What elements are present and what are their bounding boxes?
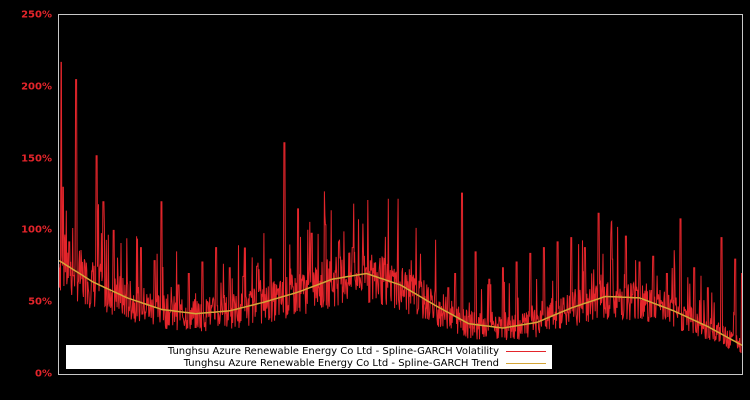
y-tick-label: 250% bbox=[21, 9, 52, 21]
legend-item-volatility: Tunghsu Azure Renewable Energy Co Ltd - … bbox=[168, 345, 546, 357]
y-tick-label: 150% bbox=[21, 153, 52, 165]
trend-line bbox=[58, 259, 743, 346]
plot-frame bbox=[58, 14, 743, 375]
y-tick-label: 100% bbox=[21, 224, 52, 236]
chart-legend: Tunghsu Azure Renewable Energy Co Ltd - … bbox=[66, 345, 552, 369]
legend-label-volatility: Tunghsu Azure Renewable Energy Co Ltd - … bbox=[167, 345, 499, 357]
legend-swatch-trend bbox=[506, 362, 546, 364]
legend-label-trend: Tunghsu Azure Renewable Energy Co Ltd - … bbox=[183, 357, 499, 369]
legend-swatch-volatility bbox=[506, 350, 546, 352]
legend-item-trend: Tunghsu Azure Renewable Energy Co Ltd - … bbox=[184, 357, 546, 369]
volatility-line bbox=[58, 61, 742, 354]
y-tick-label: 0% bbox=[35, 368, 52, 380]
plot-series bbox=[58, 61, 743, 354]
y-tick-label: 50% bbox=[28, 296, 52, 308]
y-tick-label: 200% bbox=[21, 81, 52, 93]
